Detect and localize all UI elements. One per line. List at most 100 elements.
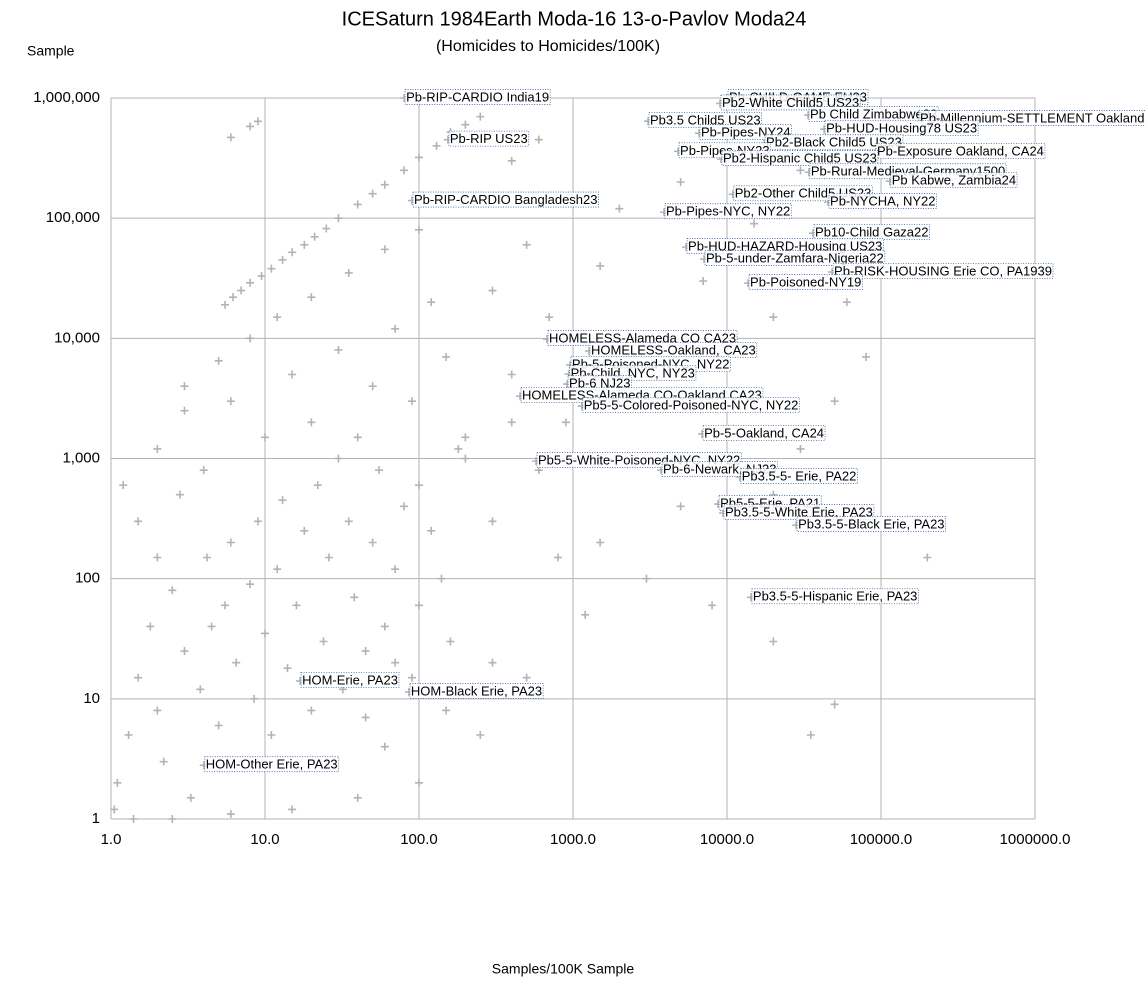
data-point (334, 345, 343, 354)
data-point (454, 444, 463, 453)
chart-title: ICESaturn 1984Earth Moda-16 13-o-Pavlov … (342, 8, 807, 30)
data-point (278, 496, 287, 505)
data-point (507, 370, 516, 379)
annotation-label: Pb5-5-Colored-Poisoned-NYC, NY22 (584, 398, 799, 413)
data-point (292, 601, 301, 610)
annotation-box (796, 516, 946, 532)
data-point (229, 293, 238, 302)
data-point (307, 293, 316, 302)
annotation-box (764, 134, 904, 151)
data-point (615, 204, 624, 213)
data-point (246, 580, 255, 589)
annotation: HOM-Other Erie, PA23 (204, 756, 340, 773)
annotation: Pb-RISK-HOUSING Erie CO, PA1939 (832, 263, 1054, 279)
data-point (168, 815, 177, 823)
data-point (699, 276, 708, 285)
annotation-box (686, 238, 884, 254)
annotation: Pb Kabwe, Zambia24 (890, 172, 1018, 189)
annotation-box (412, 191, 599, 208)
data-point (313, 481, 322, 490)
annotation-label: Pb-Poisoned-NY19 (750, 275, 861, 290)
data-point (442, 706, 451, 715)
annotation-label: Pb10-Child Gaza22 (815, 225, 928, 240)
annotation-box (409, 683, 544, 699)
data-point (246, 122, 255, 131)
annotation-label: Pb-Exposure Oakland, CA24 (877, 144, 1044, 159)
data-point (353, 433, 362, 442)
data-point (186, 793, 195, 802)
data-point (361, 647, 370, 656)
annotation-label: HOMELESS-Alameda CO CA23 (549, 331, 736, 346)
data-point (806, 731, 815, 740)
data-point (207, 622, 216, 631)
annotation-box (702, 425, 826, 441)
annotation: Pb3.5-5-Hispanic Erie, PA23 (751, 588, 919, 605)
annotation-box (300, 671, 400, 688)
data-point (391, 324, 400, 333)
data-point (796, 166, 805, 175)
annotation-box (664, 203, 792, 220)
annotation-label: Pb-HUD-Housing78 US23 (826, 121, 977, 136)
annotation: Pb-6 NJ23 (567, 375, 632, 391)
annotation: Pb-NYCHA, NY22 (828, 193, 937, 209)
y-tick-label: 10 (83, 690, 100, 707)
data-point (202, 553, 211, 562)
data-point (226, 397, 235, 406)
data-point (278, 255, 287, 264)
data-point (288, 805, 297, 814)
annotation-label: Pb-RIP US23 (450, 131, 528, 146)
data-point (232, 658, 241, 667)
data-point (476, 112, 485, 121)
annotation-label: Pb-RIP-CARDIO India19 (406, 89, 549, 104)
data-point (226, 133, 235, 142)
data-point (273, 313, 282, 322)
data-point (375, 466, 384, 475)
grid: 1 10 100 1,000 10,000 100,000 1,000,000 1.0 10.0… (33, 89, 1070, 848)
data-point (545, 313, 554, 322)
data-point (796, 444, 805, 453)
x-axis-label: Samples/100K Sample (492, 961, 635, 977)
annotation-box (648, 112, 762, 129)
annotation-box (404, 89, 551, 105)
data-point (113, 778, 122, 787)
annotation: Pb-Exposure Oakland, CA24 (875, 143, 1046, 160)
annotation: Pb-5-Oakland, CA24 (702, 425, 826, 441)
data-point (642, 574, 651, 583)
y-tick-label: 100 (75, 570, 100, 587)
data-point (250, 694, 259, 703)
data-point (180, 406, 189, 415)
data-point (175, 490, 184, 499)
data-point (196, 685, 205, 694)
x-tick-label: 100.0 (400, 831, 438, 848)
data-point (300, 240, 309, 249)
data-point (344, 517, 353, 526)
data-point (310, 232, 319, 241)
data-point (442, 352, 451, 361)
data-point (415, 601, 423, 610)
data-point (769, 637, 778, 646)
data-point (267, 264, 276, 273)
data-point (415, 481, 423, 490)
annotation-label: Pb-HUD-HAZARD-Housing US23 (688, 239, 882, 254)
data-point (554, 553, 563, 562)
y-tick-label: 1 (92, 810, 100, 827)
annotation-label: Pb3.5-5-Black Erie, PA23 (798, 517, 944, 532)
data-point (267, 731, 276, 740)
data-point (507, 418, 516, 427)
data-point (427, 298, 436, 307)
annotation-label: Pb-6 NJ23 (569, 376, 630, 391)
annotation-box (721, 150, 879, 166)
data-point (750, 219, 759, 228)
data-point (261, 433, 269, 442)
data-point (862, 352, 871, 361)
annotation: Pb3.5 Child5 US23 (648, 112, 762, 129)
data-point (214, 721, 223, 730)
annotation: Pb-RIP-CARDIO India19 (404, 89, 551, 105)
data-point (830, 397, 839, 406)
annotation: Pb-RIP US23 (448, 130, 530, 147)
annotation-label: Pb-Pipes-NYC, NY22 (666, 204, 790, 219)
data-point (146, 622, 155, 631)
data-point (522, 240, 531, 249)
data-point (300, 526, 309, 535)
